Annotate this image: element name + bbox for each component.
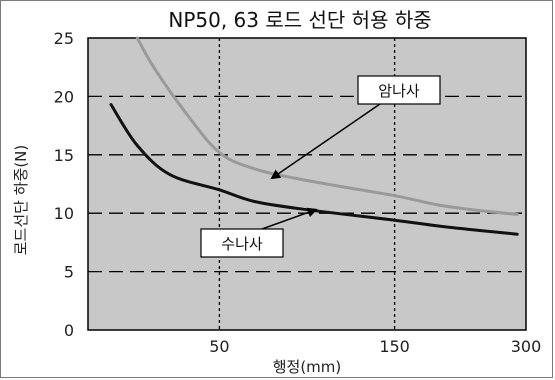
series-line-female-thread — [135, 36, 519, 216]
x-tick-label: 300 — [511, 337, 542, 356]
annotation-box — [200, 228, 284, 258]
annotation-arrow — [261, 207, 318, 230]
chart-title: NP50, 63 로드 선단 허용 하중 — [168, 8, 431, 32]
y-tick-label: 20 — [54, 87, 74, 106]
y-tick-label: 0 — [64, 321, 74, 340]
y-tick-label: 15 — [54, 146, 74, 165]
annotation-label: 수나사 — [221, 235, 263, 253]
annotation-arrow — [270, 103, 381, 180]
x-axis-title: 행정(mm) — [273, 358, 342, 376]
x-tick-label: 50 — [209, 337, 229, 356]
series-line-male-thread — [109, 103, 519, 236]
x-tick-label: 150 — [379, 337, 410, 356]
y-tick-label: 10 — [54, 204, 74, 223]
annotation-box — [357, 75, 441, 105]
y-tick-label: 5 — [64, 263, 74, 282]
tick-labels: 0 5 10 15 20 25 50 150 300 — [54, 29, 542, 356]
y-axis-title: 로드선단 하중(N) — [12, 145, 30, 256]
y-tick-label: 25 — [54, 29, 74, 48]
annotation-label: 암나사 — [378, 82, 420, 100]
plot-area — [87, 37, 527, 331]
series-lines — [109, 36, 519, 236]
